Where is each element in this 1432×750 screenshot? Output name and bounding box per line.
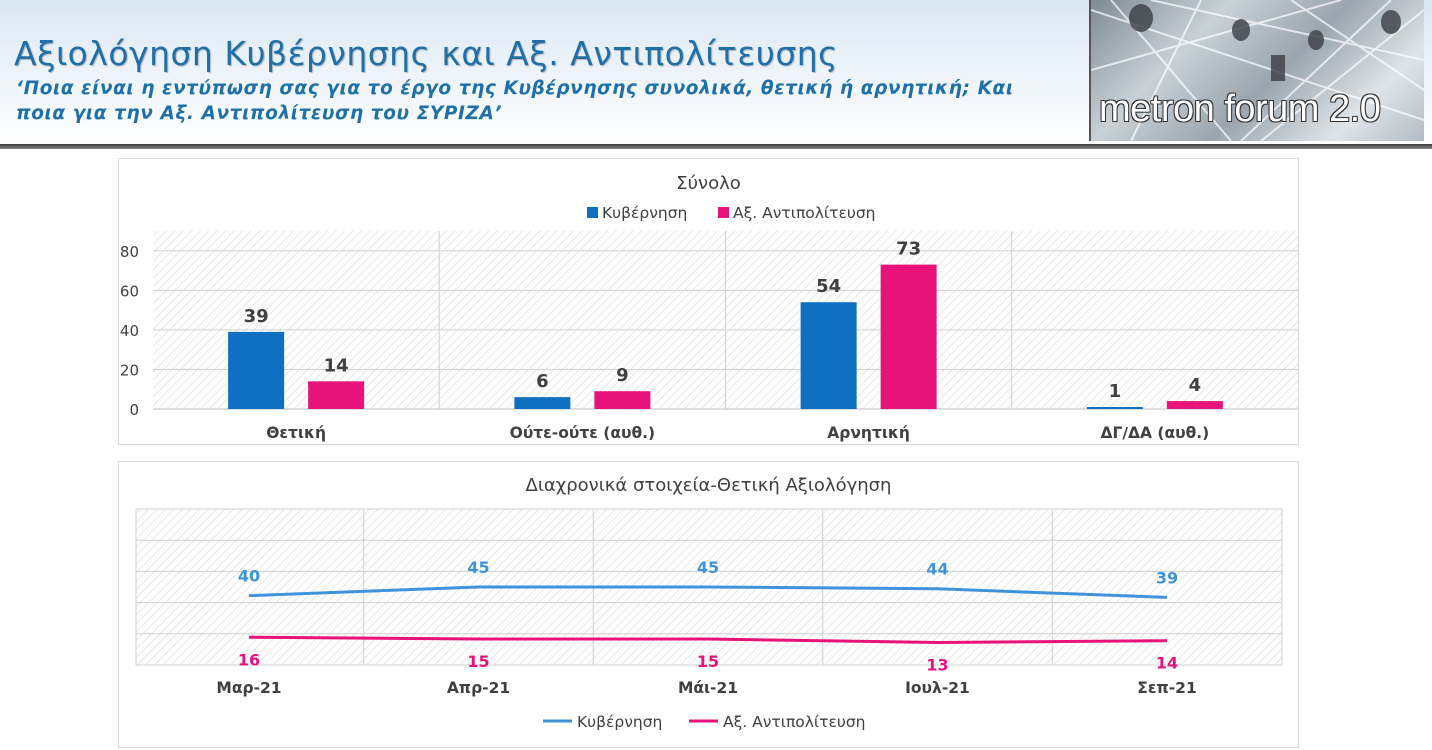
legend-label: Αξ. Αντιπολίτευση xyxy=(733,204,876,222)
y-tick-label: 0 xyxy=(129,401,139,419)
page-subtitle: ‘Ποια είναι η εντύπωση σας για το έργο τ… xyxy=(16,78,1014,124)
y-tick-label: 60 xyxy=(120,282,139,300)
logo-background-graphic xyxy=(1091,0,1424,141)
header-banner: Αξιολόγηση Κυβέρνησης και Αξ. Αντιπολίτε… xyxy=(0,0,1432,146)
x-tick-label: Μαρ-21 xyxy=(216,679,281,697)
bar xyxy=(880,264,937,409)
bar xyxy=(800,302,857,409)
x-tick-label: Απρ-21 xyxy=(447,679,510,697)
legend-label: Κυβέρνηση xyxy=(602,204,687,222)
series-line xyxy=(248,635,1168,644)
data-label: 39 xyxy=(244,306,269,327)
bar-chart-title: Σύνολο xyxy=(676,173,741,194)
trend-chart-panel: Διαχρονικά στοιχεία-Θετική Αξιολόγηση 40… xyxy=(118,461,1299,748)
data-label: 73 xyxy=(896,239,921,260)
data-label: 14 xyxy=(324,355,349,376)
x-tick-label: Αρνητική xyxy=(827,424,910,442)
y-tick-label: 80 xyxy=(120,243,139,261)
bar xyxy=(1166,401,1223,409)
line-chart: 40 45 45 44 39 16 15 15 13 14 Μαρ-21 Απρ-21 Μάι-21 Ιο… xyxy=(135,508,1283,731)
legend-label: Αξ. Αντιπολίτευση xyxy=(723,713,866,731)
data-label: 54 xyxy=(816,276,841,297)
x-tick-label: Ιουλ-21 xyxy=(905,679,970,697)
x-tick-label: Θετική xyxy=(266,424,326,442)
bar xyxy=(308,381,365,409)
data-label: 44 xyxy=(926,560,948,579)
header-divider xyxy=(0,144,1432,149)
data-label: 4 xyxy=(1189,375,1202,396)
bar xyxy=(228,331,285,409)
page-title: Αξιολόγηση Κυβέρνησης και Αξ. Αντιπολίτε… xyxy=(14,34,839,73)
data-label: 40 xyxy=(238,567,260,586)
data-label: 45 xyxy=(467,558,489,577)
data-label: 39 xyxy=(1156,568,1178,587)
data-label: 15 xyxy=(697,652,719,671)
line-chart-title: Διαχρονικά στοιχεία-Θετική Αξιολόγηση xyxy=(525,475,892,496)
y-tick-label: 20 xyxy=(120,361,139,379)
logo-text: metron forum 2.0 xyxy=(1099,88,1381,130)
bar xyxy=(1086,407,1143,409)
data-label: 6 xyxy=(536,371,549,392)
x-tick-label: Σεπ-21 xyxy=(1137,679,1196,697)
data-label: 14 xyxy=(1156,654,1178,673)
legend-label: Κυβέρνηση xyxy=(577,713,662,731)
metron-forum-logo: metron forum 2.0 xyxy=(1089,0,1424,141)
data-label: 45 xyxy=(697,558,719,577)
bar xyxy=(514,397,571,409)
data-label: 13 xyxy=(926,655,948,674)
x-tick-label: Μάι-21 xyxy=(678,679,738,697)
y-tick-label: 40 xyxy=(120,322,139,340)
series-line xyxy=(248,585,1168,599)
bar xyxy=(594,391,651,409)
data-label: 15 xyxy=(467,652,489,671)
legend-swatch xyxy=(718,207,729,218)
data-label: 1 xyxy=(1109,381,1122,402)
x-tick-label: ΔΓ/ΔΑ (αυθ.) xyxy=(1101,424,1210,442)
x-tick-label: Ούτε-ούτε (αυθ.) xyxy=(510,424,655,442)
legend-swatch xyxy=(587,207,598,218)
total-chart-panel: Σύνολο 0 20 40 60 80 39 14 Θετική 6 9 Ούτε-ούτε (α… xyxy=(118,158,1299,445)
data-label: 9 xyxy=(616,365,629,386)
data-label: 16 xyxy=(238,650,260,669)
